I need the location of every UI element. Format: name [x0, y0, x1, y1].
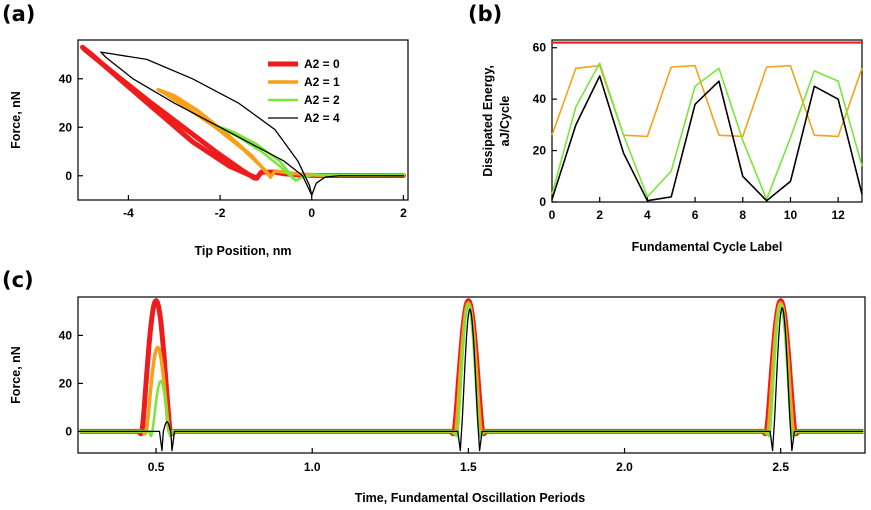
panel-a-xtick-label: 2 — [400, 206, 407, 220]
panel-b-series — [551, 41, 863, 202]
panel-a-series-return — [100, 51, 313, 196]
panel-a-legend: A2 = 0 A2 = 1 A2 = 2 A2 = 4 — [268, 57, 340, 125]
panel-b-ytick-label: 40 — [533, 92, 547, 106]
panel-b-xtick-label: 0 — [549, 208, 556, 222]
panel-b-ylabel-line1: Dissipated Energy, — [481, 65, 495, 177]
legend-entry: A2 = 4 — [304, 111, 340, 125]
panel-a-label: (a) — [2, 2, 35, 26]
panel-c-series-line — [79, 298, 864, 437]
panel-b-frame — [551, 39, 863, 203]
panel-a-ytick-label: 0 — [65, 169, 72, 183]
panel-a-xlabel: Tip Position, nm — [195, 244, 292, 258]
panel-b-series-line — [551, 75, 863, 202]
panel-b-ylabel-line2: aJ/Cycle — [498, 96, 512, 147]
panel-b-xtick-label: 10 — [784, 208, 798, 222]
panel-b-chart: 0 2 4 6 8 10 12 0 20 40 60 Fundamental Cycle Label… — [481, 39, 863, 254]
panel-c-xtick-label: 0.5 — [148, 460, 165, 474]
panel-a-xtick-label: 0 — [308, 206, 315, 220]
panel-a-series-line — [82, 47, 406, 181]
panel-a-series-return — [80, 44, 260, 181]
panel-b-xtick-label: 4 — [644, 208, 651, 222]
legend-entry: A2 = 2 — [304, 93, 340, 107]
panel-b-series-line — [551, 62, 863, 201]
panel-a-series-line — [100, 51, 405, 196]
panel-c-ticks: 0.5 1.0 1.5 2.0 2.5 0 20 40 — [59, 328, 790, 474]
panel-c-ytick-label: 0 — [65, 424, 72, 438]
panel-c-ylabel: Force, nN — [9, 346, 23, 404]
panel-c-series-line — [79, 302, 864, 438]
panel-c-chart: 0.5 1.0 1.5 2.0 2.5 0 20 40 Time, Fundamental O… — [9, 296, 866, 505]
panel-b-xtick-label: 8 — [739, 208, 746, 222]
panel-b-ytick-label: 20 — [533, 144, 547, 158]
panel-b-xlabel: Fundamental Cycle Label — [632, 240, 783, 254]
legend-entry: A2 = 0 — [304, 57, 340, 71]
panel-a-xtick-label: -2 — [215, 206, 226, 220]
panel-b-xtick-label: 2 — [596, 208, 603, 222]
panel-a-series — [80, 44, 406, 196]
panel-c-label: (c) — [2, 268, 34, 292]
panel-a-ylabel: Force, nN — [9, 91, 23, 149]
panel-c-xtick-label: 1.5 — [460, 460, 477, 474]
panel-c-frame — [77, 296, 866, 454]
panel-c-ytick-label: 20 — [59, 376, 73, 390]
panel-c-xlabel: Time, Fundamental Oscillation Periods — [355, 491, 585, 505]
panel-c-xtick-label: 2.5 — [772, 460, 789, 474]
panel-b-ytick-label: 0 — [539, 195, 546, 209]
legend-entry: A2 = 1 — [304, 75, 340, 89]
panel-a-ytick-label: 20 — [59, 120, 73, 134]
panel-b-xtick-label: 12 — [831, 208, 845, 222]
panel-b-xtick-label: 6 — [692, 208, 699, 222]
panel-a-frame — [77, 39, 409, 201]
panel-a-series-return — [156, 87, 273, 179]
panel-a-ytick-label: 40 — [59, 72, 73, 86]
panel-b-label: (b) — [468, 2, 502, 26]
panel-c-ytick-label: 40 — [59, 328, 73, 342]
panel-c-series — [79, 298, 864, 452]
panel-c-xtick-label: 1.0 — [304, 460, 321, 474]
panel-c-xtick-label: 2.0 — [616, 460, 633, 474]
panel-c-series-line — [79, 307, 864, 452]
panel-a-xtick-label: -4 — [123, 206, 134, 220]
panel-b-ytick-label: 60 — [533, 41, 547, 55]
